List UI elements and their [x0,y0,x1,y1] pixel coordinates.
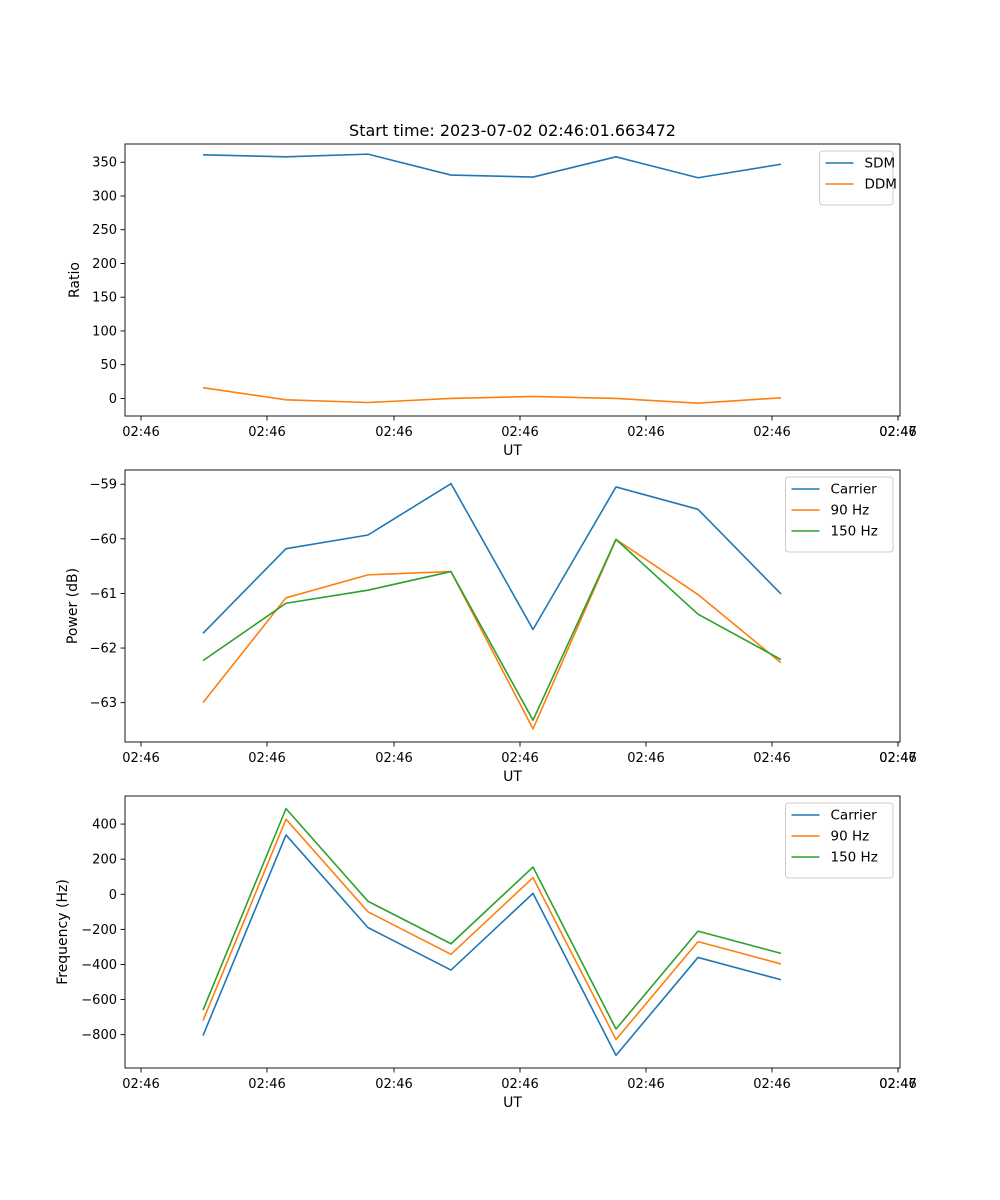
legend-label: 90 Hz [831,503,870,519]
x-tick-label: 02:46 [122,751,159,766]
x-tick-label: 02:46 [753,1077,790,1092]
x-tick-label: 02:46 [248,425,285,440]
series-line-ddm [202,386,782,404]
y-tick-label: −200 [81,923,117,938]
legend: SDM DDM [819,150,897,206]
y-tick-label: 100 [92,324,117,339]
ratio-panel: Start time: 2023-07-02 02:46:01.66347202… [67,121,917,459]
y-tick-label: 150 [92,291,117,306]
y-tick-label: 0 [109,392,117,407]
x-tick-label: 02:46 [501,751,538,766]
y-axis-label: Frequency (Hz) [55,879,71,985]
legend-label: SDM [865,156,896,172]
y-tick-label: 50 [100,358,117,373]
y-axis-label: Power (dB) [65,568,81,644]
axes-frame [124,795,901,1069]
series-lines [202,153,782,404]
series-line-90-hz [202,538,782,730]
x-tick-label: 02:46 [375,1077,412,1092]
y-axis-label: Ratio [67,262,83,298]
x-axis-label: UT [503,769,522,785]
y-tick-label: −62 [90,642,117,657]
y-tick-label: 200 [92,853,117,868]
x-tick-label: 02:46 [248,1077,285,1092]
x-tick-label: 02:46 [879,425,916,440]
legend-label: 150 Hz [831,524,878,540]
y-tick-label: −59 [90,478,117,493]
x-tick-label: 02:46 [375,751,412,766]
x-tick-label: 02:46 [627,1077,664,1092]
legend-label: Carrier [831,808,878,824]
y-tick-label: 0 [109,888,117,903]
y-tick-label: 200 [92,257,117,272]
legend: Carrier 90 Hz 150 Hz [785,476,894,553]
y-axis: 0 50 100 150 200 250 300 350 [92,156,125,407]
series-lines [202,807,782,1057]
series-line-90-hz [202,818,782,1041]
legend-box [819,150,894,206]
y-tick-label: −600 [81,993,117,1008]
x-tick-label: 02:46 [122,425,159,440]
series-lines [202,482,782,730]
x-tick-label: 02:47 [879,1077,916,1092]
frequency-panel: 02:46 02:46 02:46 02:46 02:46 02:46 02:4602:47… [55,795,917,1111]
power-panel: 02:46 02:46 02:46 02:46 02:46 02:46 02:4602:47… [65,469,917,785]
y-tick-label: 400 [92,818,117,833]
x-axis-label: UT [503,443,522,459]
y-tick-label: −400 [81,958,117,973]
x-tick-label: 02:46 [627,425,664,440]
x-axis-label: UT [503,1095,522,1111]
chart-title: Start time: 2023-07-02 02:46:01.663472 [349,121,676,140]
legend-label: 150 Hz [831,850,878,866]
x-tick-label: 02:46 [753,751,790,766]
series-line-carrier [202,834,782,1057]
x-tick-label: 02:46 [501,425,538,440]
series-line-150-hz [202,807,782,1030]
x-tick-label: 02:46 [375,425,412,440]
axes-frame [124,469,901,743]
x-tick-label: 02:46 [248,751,285,766]
y-tick-label: −60 [90,532,117,547]
legend-label: DDM [865,177,897,193]
legend-label: Carrier [831,482,878,498]
axes-frame [124,143,901,417]
legend-label: 90 Hz [831,829,870,845]
x-tick-label: 02:47 [879,751,916,766]
y-axis: −800 −600 −400 −200 0 200 400 [81,818,125,1043]
x-tick-label: 02:46 [753,425,790,440]
legend-box [785,802,894,879]
y-tick-label: 350 [92,156,117,171]
x-tick-label: 02:46 [627,751,664,766]
y-tick-label: −800 [81,1028,117,1043]
x-tick-label: 02:47 [879,425,916,440]
x-tick-label: 02:46 [879,751,916,766]
y-tick-label: −61 [90,587,117,602]
y-tick-label: 250 [92,223,117,238]
legend: Carrier 90 Hz 150 Hz [785,802,894,879]
y-axis: −63 −62 −61 −60 −59 [90,478,125,711]
series-line-sdm [202,153,782,179]
y-tick-label: −63 [90,696,117,711]
x-tick-label: 02:46 [501,1077,538,1092]
y-tick-label: 300 [92,189,117,204]
legend-box [785,476,894,553]
x-tick-label: 02:46 [122,1077,159,1092]
series-line-carrier [202,482,782,634]
series-line-150-hz [202,538,782,721]
x-tick-label: 02:46 [879,1077,916,1092]
